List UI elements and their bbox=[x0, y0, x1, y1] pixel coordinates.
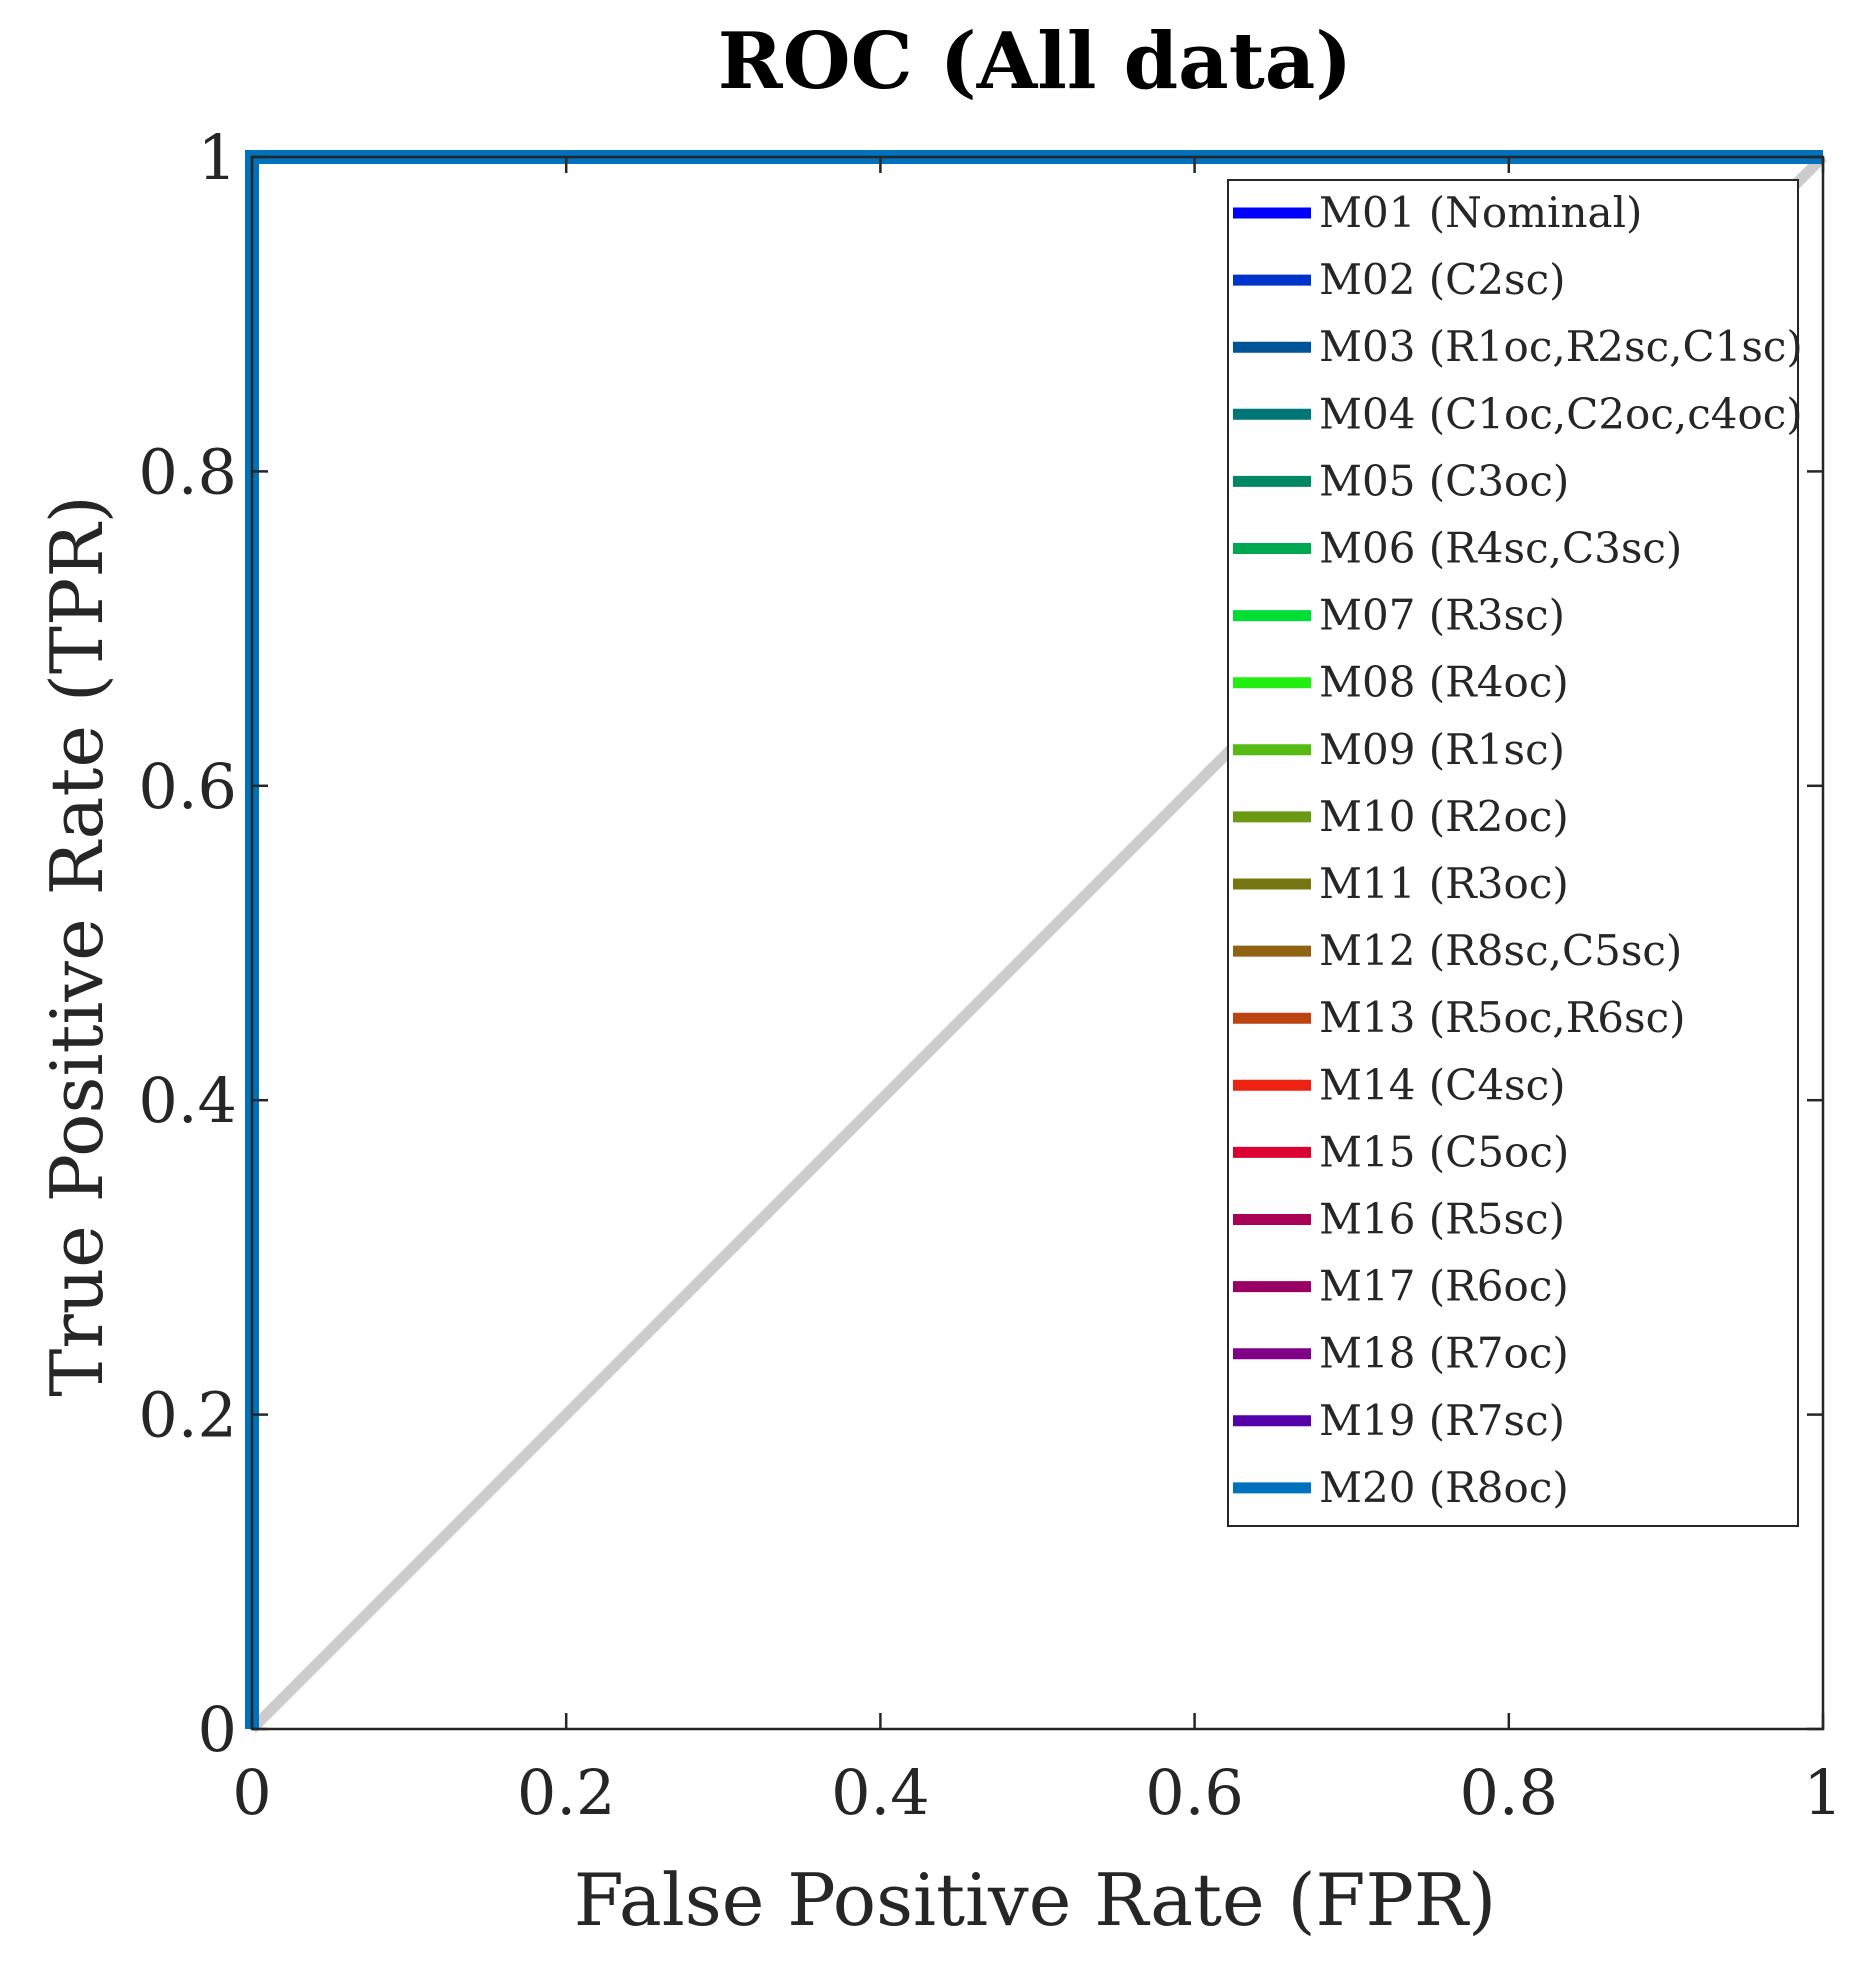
chart-title: ROC (All data) bbox=[718, 16, 1352, 107]
axes-frame bbox=[250, 155, 1825, 1731]
legend-entry-10: M10 (R2oc) bbox=[1319, 792, 1569, 841]
x-tick-label: 0.6 bbox=[1145, 1756, 1244, 1829]
y-tick-label: 1 bbox=[198, 121, 237, 194]
x-tick-label: 0.4 bbox=[831, 1756, 930, 1829]
y-tick-label: 0.2 bbox=[138, 1379, 237, 1452]
legend-box bbox=[1227, 179, 1799, 1527]
axes: 00 0.2 0.2 0.4 0.4 0.6 0.6 0.8 0.8 1 1 bbox=[138, 121, 1842, 1829]
y-tick-label: 0.6 bbox=[138, 750, 237, 823]
legend-entry-14: M14 (C4sc) bbox=[1319, 1060, 1566, 1109]
legend-entry-9: M09 (R1sc) bbox=[1319, 725, 1565, 774]
legend-entry-11: M11 (R3oc) bbox=[1319, 859, 1569, 908]
legend: M01 (Nominal) M02 (C2sc) M03 (R1oc,R2sc,C1… bbox=[1227, 179, 1803, 1527]
y-tick-label: 0 bbox=[198, 1693, 237, 1766]
legend-entry-20: M20 (R8oc) bbox=[1319, 1463, 1569, 1512]
y-axis-label: True Positive Rate (TPR) bbox=[35, 495, 119, 1396]
legend-entry-5: M05 (C3oc) bbox=[1319, 456, 1569, 505]
legend-entry-18: M18 (R7oc) bbox=[1319, 1329, 1569, 1378]
legend-entry-2: M02 (C2sc) bbox=[1319, 255, 1566, 304]
legend-entry-7: M07 (R3sc) bbox=[1319, 591, 1565, 640]
legend-entry-12: M12 (R8sc,C5sc) bbox=[1319, 926, 1682, 975]
legend-entry-15: M15 (C5oc) bbox=[1319, 1127, 1569, 1176]
x-tick-label: 0.8 bbox=[1459, 1756, 1558, 1829]
legend-entry-17: M17 (R6oc) bbox=[1319, 1262, 1569, 1311]
legend-entry-19: M19 (R7sc) bbox=[1319, 1396, 1565, 1445]
legend-entry-13: M13 (R5oc,R6sc) bbox=[1319, 993, 1686, 1042]
legend-entry-3: M03 (R1oc,R2sc,C1sc) bbox=[1319, 322, 1803, 371]
y-tick-label: 0.4 bbox=[138, 1064, 237, 1137]
legend-entry-6: M06 (R4sc,C3sc) bbox=[1319, 524, 1682, 573]
x-tick-label: 1 bbox=[1803, 1756, 1842, 1829]
x-axis-label: False Positive Rate (FPR) bbox=[574, 1858, 1496, 1942]
legend-entry-4: M04 (C1oc,C2oc,c4oc) bbox=[1319, 389, 1803, 438]
y-tick-label: 0.8 bbox=[138, 435, 237, 508]
legend-entry-1: M01 (Nominal) bbox=[1319, 188, 1642, 237]
x-tick-label: 0 bbox=[232, 1756, 271, 1829]
legend-entry-8: M08 (R4oc) bbox=[1319, 658, 1569, 707]
legend-entry-16: M16 (R5sc) bbox=[1319, 1195, 1565, 1244]
x-tick-label: 0.2 bbox=[517, 1756, 616, 1829]
